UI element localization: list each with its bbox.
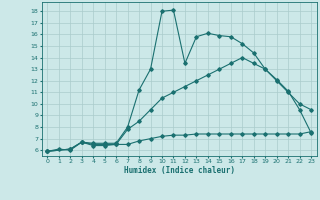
X-axis label: Humidex (Indice chaleur): Humidex (Indice chaleur): [124, 166, 235, 175]
